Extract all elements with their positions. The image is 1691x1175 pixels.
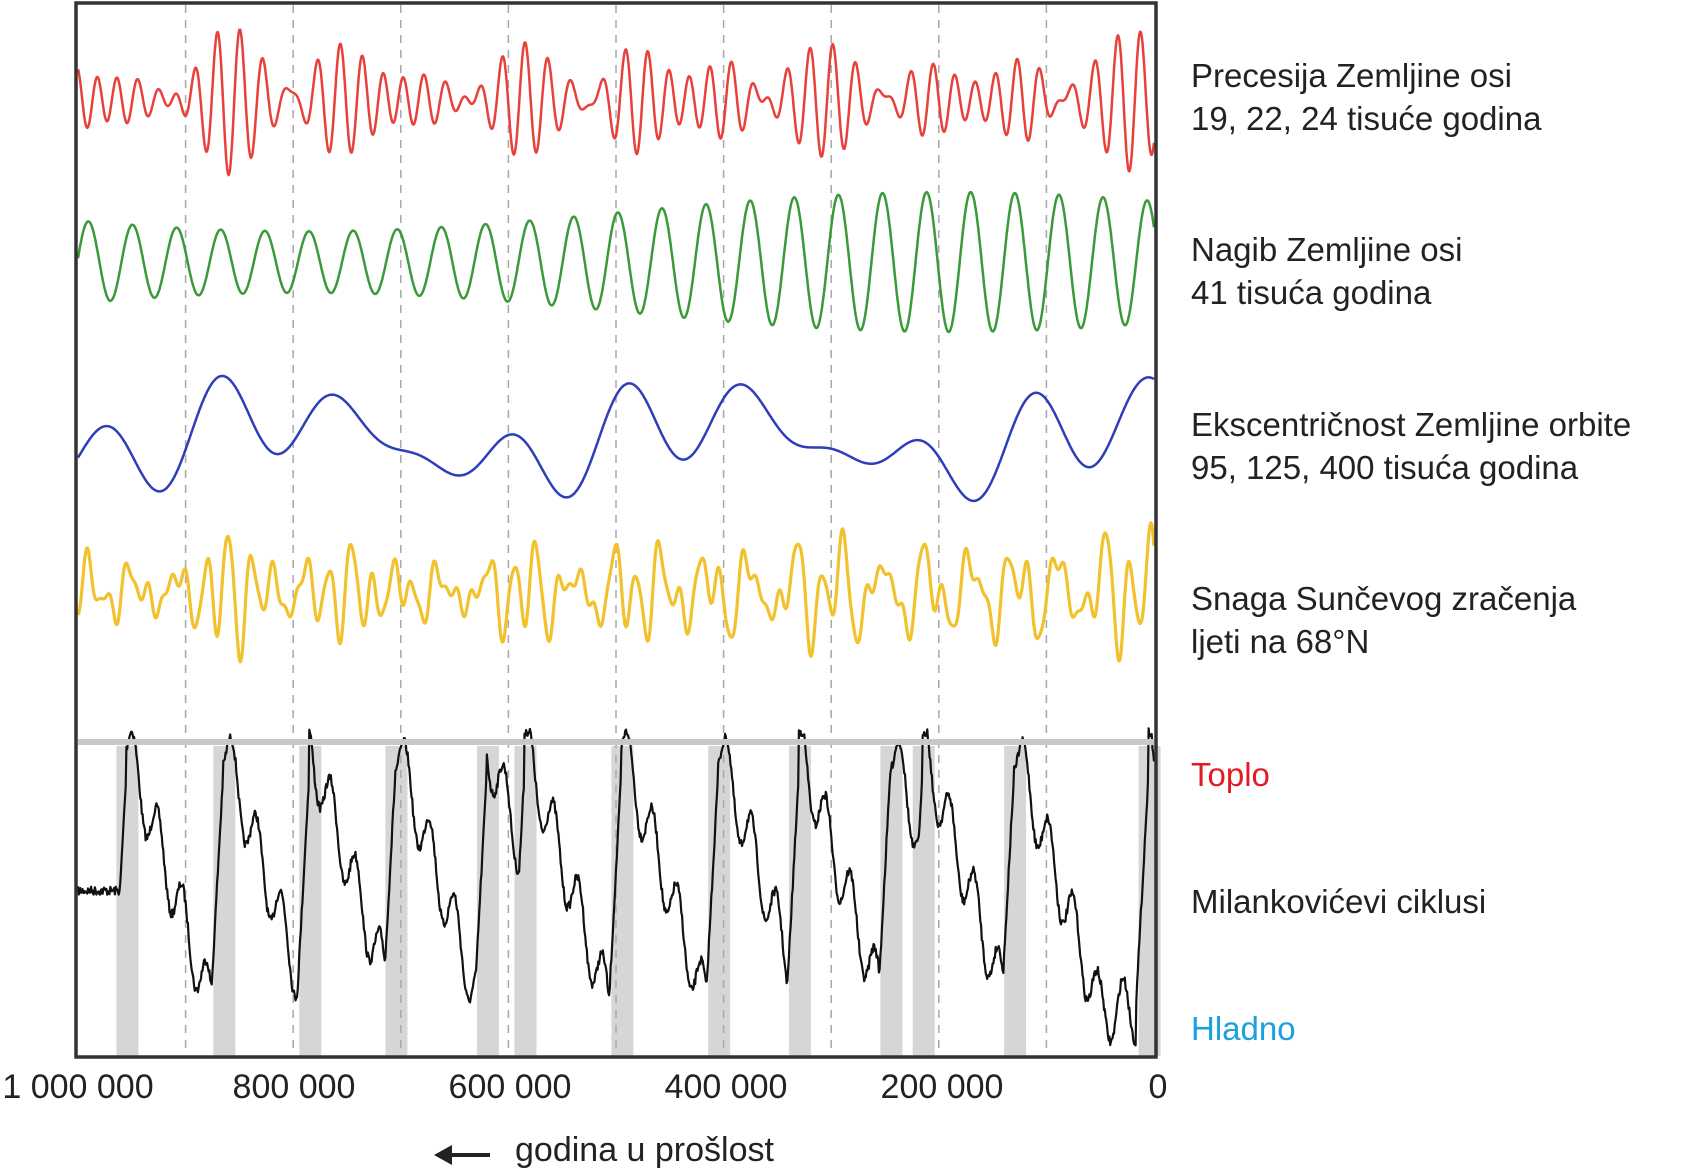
interglacial-bands <box>116 746 1161 1056</box>
x-axis-label: godina u prošlost <box>515 1131 774 1169</box>
arrow-left-icon <box>434 1145 490 1165</box>
interglacial-band-5 <box>514 746 537 1056</box>
interglacial-band-2 <box>299 746 322 1056</box>
cold-label: Hladno <box>1191 1010 1296 1047</box>
precession-label-name: Precesija Zemljine osi <box>1191 57 1512 94</box>
interglacial-band-4 <box>476 746 499 1056</box>
interglacial-band-7 <box>708 746 731 1056</box>
x-tick-label-200000: 200 000 <box>880 1068 1004 1106</box>
climate-series-label: Milankovićevi ciklusi <box>1191 883 1487 920</box>
curves-layer <box>76 28 1156 1047</box>
eccentricity-label-name: Ekscentričnost Zemljine orbite <box>1191 406 1632 443</box>
insolation-curve <box>76 521 1156 664</box>
interglacial-band-3 <box>385 746 408 1056</box>
x-tick-label-800000: 800 000 <box>232 1068 356 1106</box>
interglacial-band-0 <box>116 746 139 1056</box>
insolation-label-name: Snaga Sunčevog zračenja <box>1191 580 1577 617</box>
obliquity-curve <box>76 190 1156 334</box>
precession-curve <box>76 28 1156 177</box>
interglacial-band-8 <box>788 746 811 1056</box>
obliquity-label-periods: 41 tisuća godina <box>1191 274 1432 311</box>
plot-frame <box>74 1 1158 1059</box>
interglacial-band-6 <box>611 746 634 1056</box>
x-tick-label-1000000: 1 000 000 <box>2 1068 154 1106</box>
climate-curve <box>76 727 1156 1047</box>
interglacial-band-9 <box>880 746 903 1056</box>
x-tick-label-600000: 600 000 <box>448 1068 572 1106</box>
interglacial-band-11 <box>1004 746 1027 1056</box>
eccentricity-curve <box>76 374 1155 503</box>
precession-label-periods: 19, 22, 24 tisuće godina <box>1191 100 1542 137</box>
interglacial-band-10 <box>912 746 935 1056</box>
x-tick-label-0: 0 <box>1148 1068 1168 1106</box>
obliquity-label-name: Nagib Zemljine osi <box>1191 231 1463 268</box>
x-tick-label-400000: 400 000 <box>664 1068 788 1106</box>
interglacial-band-1 <box>213 746 236 1056</box>
warm-label: Toplo <box>1191 756 1270 793</box>
eccentricity-label-periods: 95, 125, 400 tisuća godina <box>1191 449 1579 486</box>
insolation-label-detail: ljeti na 68°N <box>1191 623 1370 660</box>
